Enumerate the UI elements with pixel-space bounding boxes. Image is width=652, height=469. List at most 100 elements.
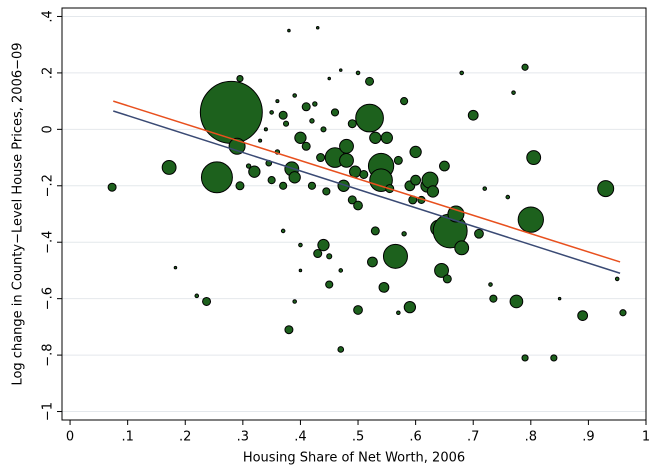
bubble — [439, 160, 450, 172]
bubble — [467, 109, 479, 121]
bubble — [409, 145, 422, 159]
bubble — [459, 70, 464, 76]
bubble — [393, 155, 403, 165]
bubble — [337, 346, 345, 353]
bubble — [348, 165, 362, 178]
bubble — [258, 138, 263, 143]
bubble — [403, 300, 417, 314]
fit-line — [113, 110, 621, 274]
bubble — [619, 309, 627, 317]
y-tick-label: −1 — [41, 402, 56, 421]
bubble — [378, 281, 390, 293]
bubble — [298, 268, 303, 273]
x-tick-label: .2 — [179, 430, 191, 445]
bubble — [339, 152, 354, 168]
bubble — [517, 206, 544, 233]
bubble — [301, 141, 311, 151]
bubble — [298, 242, 303, 248]
bubble — [526, 150, 542, 165]
bubble — [347, 195, 357, 205]
bubble — [309, 118, 315, 124]
bubble — [107, 182, 117, 192]
bubble — [280, 228, 286, 234]
bubble — [355, 103, 384, 133]
bubble — [338, 68, 343, 72]
bubble — [288, 171, 301, 184]
bubble — [369, 131, 382, 144]
x-tick-label: .3 — [237, 430, 249, 445]
bubble — [597, 180, 615, 198]
y-tick-label: −.6 — [41, 287, 56, 310]
x-tick-label: 0 — [66, 430, 74, 445]
bubble — [287, 28, 291, 33]
bubble — [235, 181, 245, 191]
bubble — [489, 294, 498, 303]
bubble — [614, 276, 620, 282]
bubble — [292, 299, 297, 304]
x-tick-label: .5 — [352, 430, 364, 445]
bubble — [410, 174, 422, 186]
bubble — [511, 90, 516, 95]
bubble — [442, 274, 452, 284]
y-tick-label: −.4 — [41, 231, 56, 254]
y-axis-label: Log change in County−Level House Prices,… — [11, 42, 26, 385]
bubble — [401, 231, 407, 237]
bubble — [317, 238, 330, 252]
plot-frame — [61, 7, 647, 421]
bubble — [307, 181, 317, 190]
bubble — [315, 25, 320, 30]
bubble — [353, 305, 363, 315]
bubble — [509, 294, 524, 309]
bubble — [370, 226, 380, 236]
bubble — [330, 108, 340, 117]
bubble — [320, 126, 327, 133]
fit-line — [113, 100, 621, 263]
bubble — [322, 187, 331, 196]
bubble — [505, 194, 511, 200]
bubble — [482, 186, 488, 191]
bubble — [263, 127, 268, 132]
bubble — [400, 97, 409, 106]
bubble — [521, 63, 529, 71]
bubble — [269, 110, 274, 115]
y-tick-label: −.8 — [41, 343, 56, 366]
bubble — [312, 101, 318, 107]
bubble — [275, 99, 280, 104]
bubble — [194, 293, 200, 299]
bubble — [236, 74, 244, 83]
bubble — [557, 296, 562, 301]
bubble — [474, 228, 484, 239]
bubble — [365, 76, 375, 86]
bubble — [434, 263, 449, 278]
x-tick-label: .8 — [525, 430, 537, 445]
x-tick-label: .9 — [582, 430, 594, 445]
bubble — [161, 160, 177, 175]
x-tick-label: .1 — [121, 430, 133, 445]
bubble — [521, 354, 529, 362]
bubble — [292, 93, 297, 98]
bubble — [326, 253, 333, 260]
bubble — [327, 76, 331, 81]
bubble — [396, 310, 401, 316]
bubble — [284, 325, 294, 335]
x-axis-label: Housing Share of Net Worth, 2006 — [243, 451, 465, 466]
bubble — [380, 131, 393, 144]
x-tick-label: .4 — [294, 430, 306, 445]
bubble — [577, 310, 589, 321]
bubble — [347, 119, 357, 129]
bubble — [248, 165, 261, 178]
bubble — [267, 176, 276, 185]
bubble — [279, 181, 288, 190]
bubble — [421, 171, 439, 189]
bubble — [294, 131, 307, 144]
y-tick-label: .2 — [41, 67, 56, 79]
bubble — [301, 102, 311, 112]
bubble — [200, 161, 233, 194]
plot-marks — [107, 25, 627, 362]
y-tick-label: .4 — [41, 10, 56, 22]
bubble — [245, 163, 252, 169]
bubble — [199, 80, 263, 144]
x-tick-label: 1 — [642, 430, 650, 445]
